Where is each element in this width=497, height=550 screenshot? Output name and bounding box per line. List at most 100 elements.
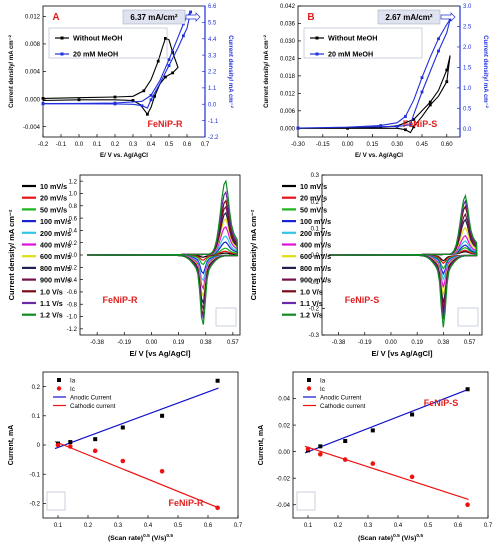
series-marker xyxy=(189,10,192,14)
x-tick-label: 0.19 xyxy=(411,340,423,346)
legend-marker xyxy=(60,52,64,56)
y-tick-label: 0.004 xyxy=(25,70,41,76)
y2-tick-label: 1.1 xyxy=(208,86,217,92)
sample-label: FeNiP-R xyxy=(102,295,138,305)
data-point-ia xyxy=(160,413,165,418)
data-point-ia xyxy=(370,428,375,433)
series-marker xyxy=(149,98,153,102)
series-marker xyxy=(167,64,171,67)
x-tick-label: 0.6 xyxy=(183,142,192,148)
y2-tick-label: 6.6 xyxy=(208,4,217,10)
data-point-ia xyxy=(465,387,470,392)
series-marker xyxy=(142,89,146,93)
legend-label: Without MeOH xyxy=(328,34,377,43)
y-tick-label: 0.1 xyxy=(32,414,41,420)
panel-letter-box xyxy=(457,307,479,327)
x-tick-label: -0.38 xyxy=(90,340,104,346)
y-tick-label: 0.0 xyxy=(69,253,78,259)
fit-line xyxy=(54,387,219,450)
callout-box xyxy=(122,9,186,25)
sample-label: FeNiP-S xyxy=(345,295,380,305)
y-tick-label: -0.02 xyxy=(276,476,290,482)
legend-label: 10 mV/s xyxy=(300,182,327,191)
y-tick-label: 0.2 xyxy=(69,241,78,247)
y-tick-label: 1.2 xyxy=(69,179,78,185)
y-tick-label: 0.04 xyxy=(278,397,290,403)
y-tick-label: -0.04 xyxy=(276,503,290,509)
data-point-ic xyxy=(465,502,470,508)
legend-label: 1.1 V/s xyxy=(40,299,63,308)
y-tick-label: 0.000 xyxy=(25,97,41,103)
y-tick-label: 0.6 xyxy=(69,216,78,222)
legend-label: Ic xyxy=(70,386,75,393)
y-tick-label: 0.018 xyxy=(280,74,296,80)
legend-label: Cathodic current xyxy=(320,403,366,410)
x-axis-title: (Scan rate)0.5 (V/s)0.5 xyxy=(108,533,173,542)
panel-letter: A xyxy=(52,12,59,23)
x-tick-label: 0.1 xyxy=(54,523,63,529)
y2-tick-label: 2.5 xyxy=(463,25,472,31)
series-marker xyxy=(404,115,407,118)
series-marker xyxy=(412,118,416,121)
y2-tick-label: 3.0 xyxy=(463,4,472,10)
legend-marker xyxy=(60,36,64,40)
legend-marker xyxy=(315,52,319,56)
x-tick-label: 0.2 xyxy=(111,142,120,148)
legend-label: 200 mV/s xyxy=(300,229,331,238)
series-marker xyxy=(164,75,167,79)
legend-label: 1.1 V/s xyxy=(300,299,323,308)
x-tick-label: 0.15 xyxy=(367,142,379,148)
y-tick-label: 0.02 xyxy=(278,423,290,429)
x-tick-label: 0.60 xyxy=(441,142,453,148)
y2-tick-label: 0.0 xyxy=(208,102,217,108)
y2-tick-label: 3.3 xyxy=(208,53,217,59)
y-tick-label: -0.8 xyxy=(67,302,78,308)
legend-label: 20 mM MeOH xyxy=(328,50,373,59)
y-axis-title: Current, mA xyxy=(258,425,265,465)
series-marker xyxy=(41,96,45,100)
y-tick-label: -1.0 xyxy=(67,315,78,321)
sample-label: FeNiP-S xyxy=(424,398,459,408)
y-axis-title: Current, mA xyxy=(8,425,15,465)
data-point-ia xyxy=(120,425,125,430)
series-marker xyxy=(445,80,449,84)
series-marker xyxy=(296,126,300,130)
y-tick-label: 0.036 xyxy=(280,22,296,28)
legend-label: 900 mV/s xyxy=(300,276,331,285)
x-tick-label: 0.00 xyxy=(342,142,354,148)
panel-c: -0.38 -0.19 0.00 0.19 0.38 0.57 -1.2 -1.0 -0.8 -0… xyxy=(7,174,241,358)
y-tick-label: -0.1 xyxy=(309,280,320,286)
data-point-ic xyxy=(318,451,323,457)
y2-axis-title: Current density/ mA cm⁻² xyxy=(482,35,489,108)
x-tick-label: 0.4 xyxy=(144,523,153,529)
legend-label: 600 mV/s xyxy=(40,252,71,261)
panel-d: -0.38 -0.19 0.00 0.19 0.38 0.57 -0.3 -0.2 -0.1 0.… xyxy=(249,173,483,358)
legend-label: 50 mV/s xyxy=(300,205,327,214)
legend-label: Ic xyxy=(320,386,325,393)
y-tick-label: 0.012 xyxy=(25,15,41,21)
x-tick-label: 0.1 xyxy=(304,523,313,529)
x-tick-label: 0.5 xyxy=(424,523,433,529)
y2-tick-label: 5.5 xyxy=(208,21,217,27)
series-marker xyxy=(379,124,383,127)
legend-label: 20 mV/s xyxy=(300,194,327,203)
panel-letter-box xyxy=(296,491,316,511)
y2-tick-label: 2.2 xyxy=(208,70,217,76)
data-point-ic xyxy=(370,461,376,466)
series-marker xyxy=(420,90,424,94)
callout-text: 2.67 mA/cm² xyxy=(385,13,432,22)
legend-marker xyxy=(307,378,311,382)
series-marker xyxy=(448,18,452,21)
legend-label: Ia xyxy=(320,377,326,384)
legend-label: 50 mV/s xyxy=(40,205,67,214)
data-point-ic xyxy=(120,458,126,464)
x-tick-label: 0.00 xyxy=(146,340,158,346)
y-tick-label: 0.000 xyxy=(280,126,296,132)
callout-arrow xyxy=(440,12,456,22)
legend-label: 900 mV/s xyxy=(40,276,71,285)
legend-label: Without MeOH xyxy=(73,34,122,43)
series-marker xyxy=(437,49,440,53)
series-line xyxy=(42,11,192,109)
x-tick-label: 0.38 xyxy=(200,340,212,346)
